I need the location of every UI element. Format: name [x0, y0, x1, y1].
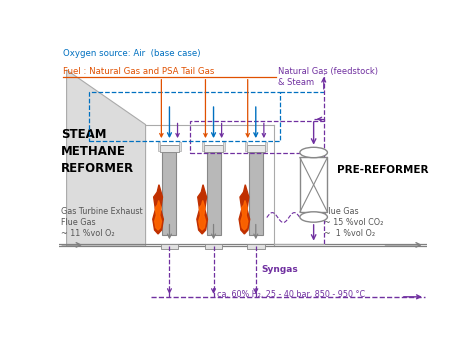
Bar [163, 152, 176, 235]
Text: STEAM
METHANE
REFORMER: STEAM METHANE REFORMER [61, 129, 134, 175]
Bar [247, 244, 264, 249]
Ellipse shape [300, 147, 328, 158]
Polygon shape [241, 201, 248, 230]
Text: Oxygen source: Air  (base case): Oxygen source: Air (base case) [63, 49, 201, 59]
Bar [179, 142, 181, 151]
Polygon shape [155, 201, 162, 230]
Bar [245, 142, 246, 151]
Text: PRE-REFORMER: PRE-REFORMER [337, 165, 428, 175]
Bar [249, 152, 263, 235]
Text: Natural Gas (feedstock)
& Steam: Natural Gas (feedstock) & Steam [278, 67, 378, 87]
Bar [202, 142, 204, 151]
Polygon shape [153, 185, 164, 234]
Bar [160, 145, 179, 152]
Bar [207, 152, 220, 235]
Text: ca. 60% H₂, 25 - 40 bar, 850 - 950 °C: ca. 60% H₂, 25 - 40 bar, 850 - 950 °C [217, 290, 365, 299]
Polygon shape [197, 185, 208, 234]
Bar [190, 120, 324, 153]
Ellipse shape [300, 212, 328, 222]
Text: Gas Turbine Exhaust
Flue Gas
~ 11 %vol O₂: Gas Turbine Exhaust Flue Gas ~ 11 %vol O… [61, 207, 143, 238]
Bar [205, 244, 222, 249]
Bar [223, 142, 225, 151]
Polygon shape [66, 70, 146, 246]
Bar [204, 145, 223, 152]
Polygon shape [199, 201, 206, 230]
Bar [161, 244, 178, 249]
Text: Flue Gas
~ 15 %vol CO₂
~  1 %vol O₂: Flue Gas ~ 15 %vol CO₂ ~ 1 %vol O₂ [324, 207, 383, 238]
Bar [158, 142, 160, 151]
Bar [89, 92, 280, 141]
Text: Fuel : Natural Gas and PSA Tail Gas: Fuel : Natural Gas and PSA Tail Gas [63, 67, 214, 76]
Bar [246, 145, 265, 152]
Bar [265, 142, 267, 151]
Text: Syngas: Syngas [261, 264, 298, 274]
Polygon shape [239, 185, 250, 234]
Bar [300, 157, 328, 212]
